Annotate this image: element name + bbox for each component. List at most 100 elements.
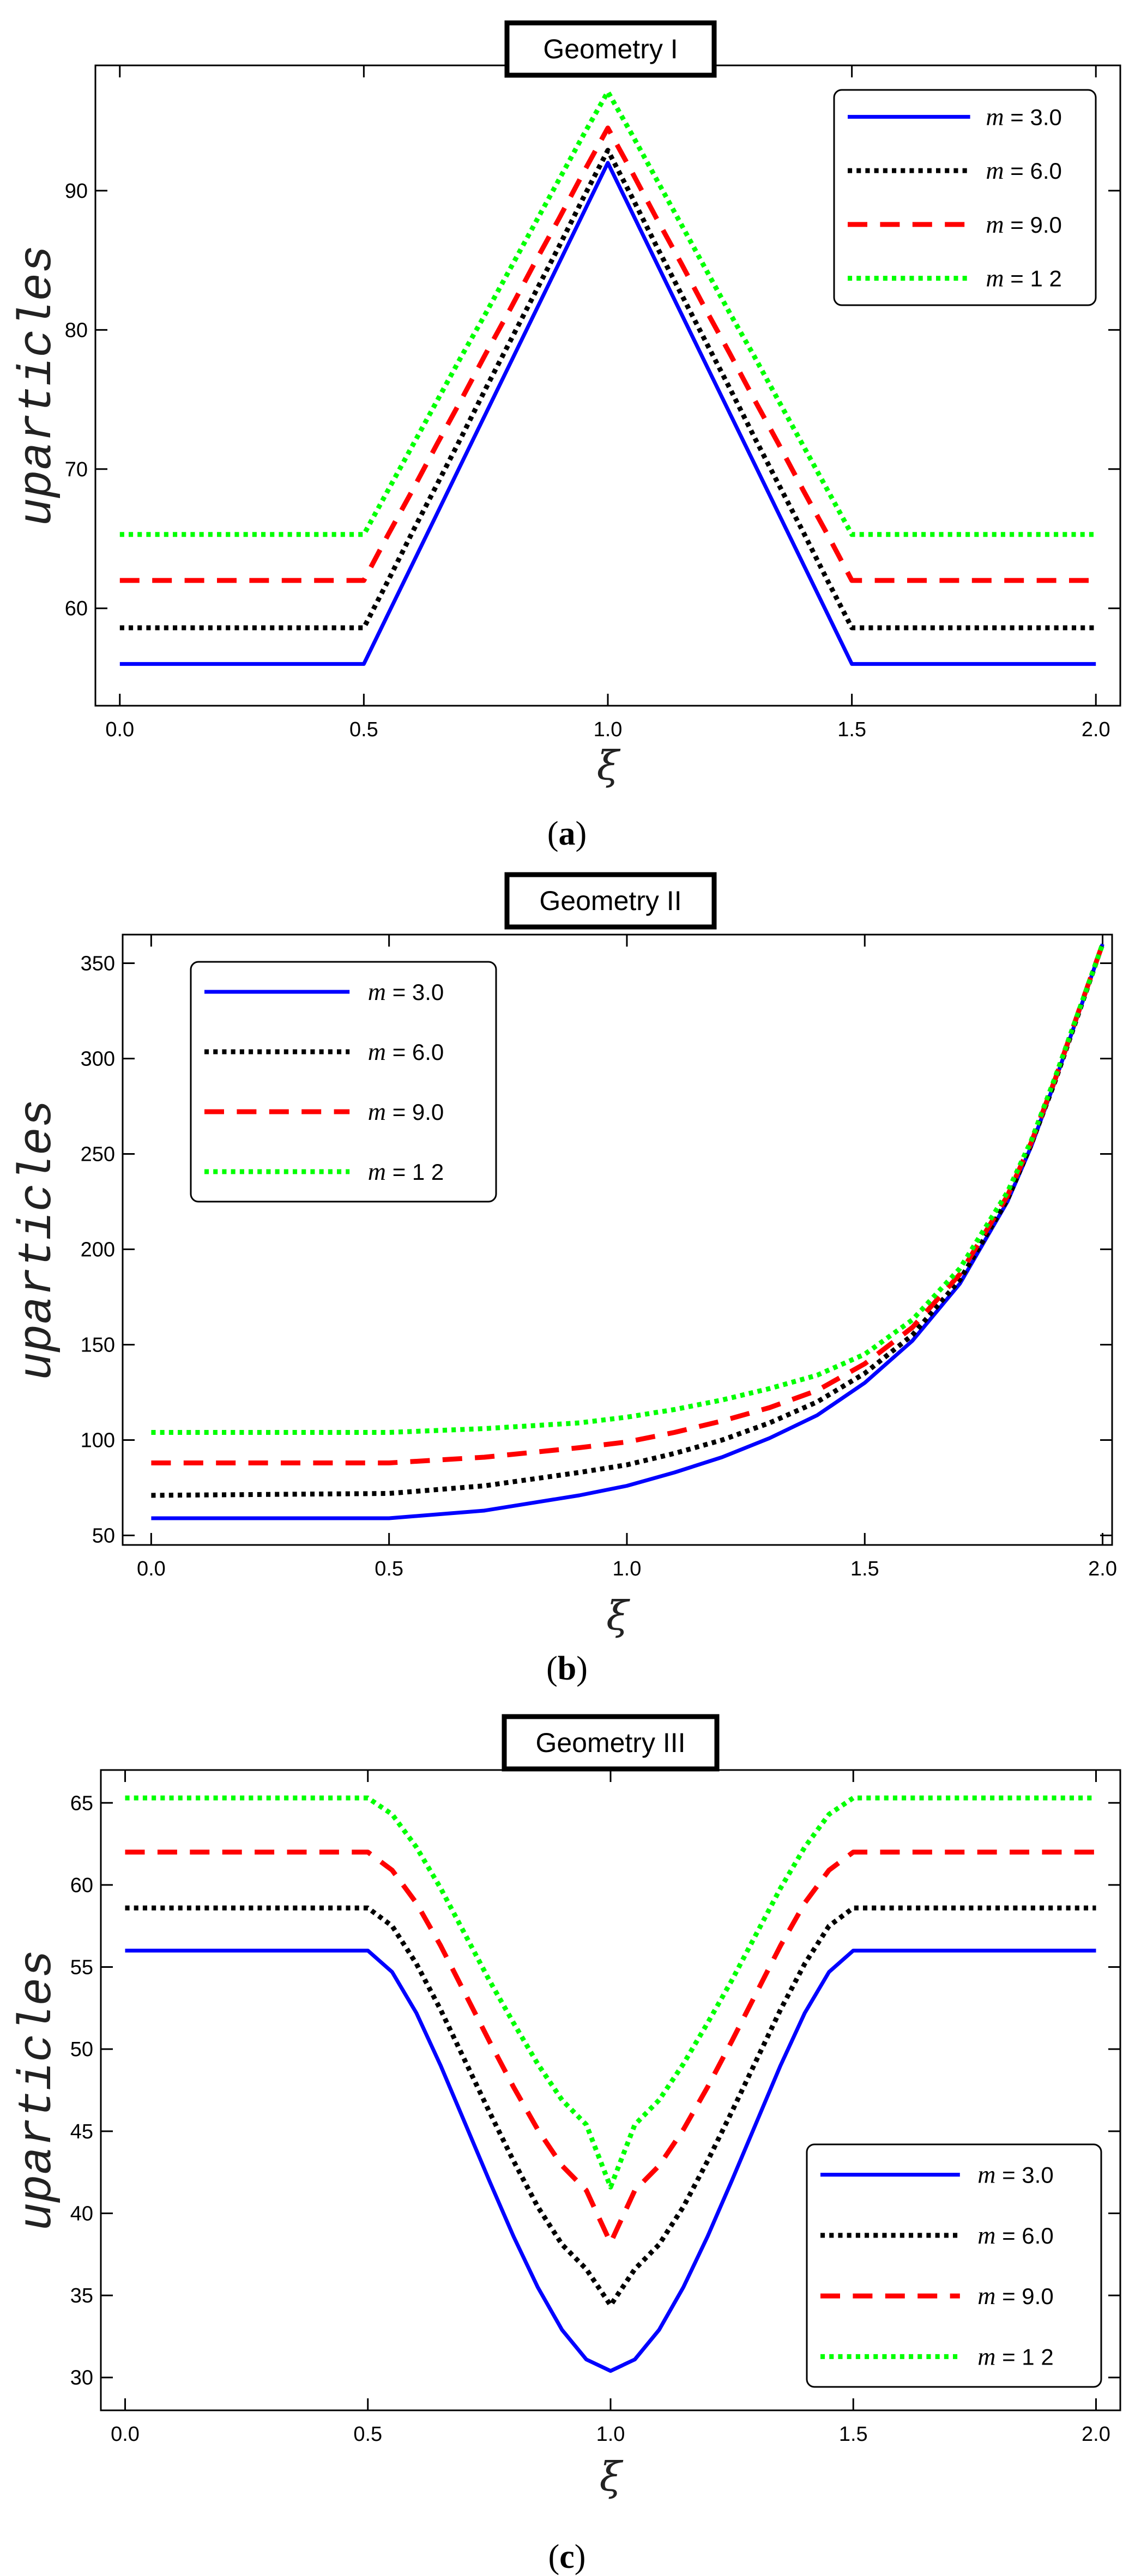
y-tick-label: 65: [70, 1792, 93, 1815]
legend-label-4: m = 1 2: [368, 1157, 444, 1185]
series-line-1: [125, 1948, 1096, 2373]
legend-label-4: m = 1 2: [986, 264, 1062, 292]
series-line-4: [151, 943, 1105, 1435]
legend-variable: m: [977, 2282, 995, 2310]
legend-box: [190, 961, 497, 1203]
legend-label-2: m = 6.0: [986, 156, 1062, 184]
x-tick-label: 1.0: [613, 1557, 642, 1580]
legend-value: = 1 2: [1004, 266, 1062, 292]
caption-letter: a: [559, 815, 576, 852]
legend-value: = 1 2: [995, 2344, 1053, 2369]
legend-value: = 3.0: [995, 2162, 1053, 2188]
x-tick-label: 1.5: [839, 2423, 868, 2446]
legend-box: [833, 89, 1097, 306]
y-tick-label: 250: [81, 1143, 115, 1166]
series-line-4: [125, 1795, 1096, 2190]
legend-variable: m: [986, 102, 1004, 130]
title-box: [504, 872, 717, 930]
y-tick-label: 50: [92, 1525, 115, 1548]
x-tick-label: 0.0: [105, 718, 134, 741]
legend-box: [806, 2143, 1102, 2388]
series-line-2: [119, 148, 1096, 631]
y-axis-label: uparticles: [11, 245, 64, 526]
legend-label-1: m = 3.0: [977, 2161, 1054, 2189]
chart-panel-2: 0.0 0.5 1.0 1.5 2.0 50 100 150 200 250 300 350 m = 3…: [11, 872, 1117, 1687]
caption-letter: b: [558, 1650, 576, 1687]
legend-variable: m: [986, 210, 1004, 238]
y-tick-label: 30: [70, 2367, 93, 2390]
series-line-1: [119, 161, 1096, 666]
series-line-2: [125, 1905, 1096, 2308]
y-tick-label: 150: [81, 1334, 115, 1357]
caption-close: ): [575, 2538, 586, 2575]
x-axis-label: ξ: [606, 1592, 630, 1639]
legend-label-2: m = 6.0: [368, 1038, 444, 1065]
legend-label-3: m = 9.0: [368, 1098, 444, 1125]
legend-value: = 9.0: [995, 2283, 1053, 2309]
legend-label-1: m = 3.0: [368, 978, 444, 1005]
legend-value: = 6.0: [386, 1039, 444, 1065]
title-box: [502, 1714, 720, 1772]
y-tick-label: 90: [65, 180, 88, 203]
y-tick-label: 200: [81, 1239, 115, 1262]
y-tick-label: 300: [81, 1048, 115, 1071]
x-tick-label: 1.0: [594, 718, 623, 741]
x-tick-label: 2.0: [1082, 718, 1110, 741]
legend-label-1: m = 3.0: [986, 102, 1062, 130]
caption-close: ): [576, 815, 587, 852]
chart-title: Geometry I: [543, 34, 678, 64]
legend-value: = 6.0: [1004, 158, 1062, 184]
chart-title: Geometry III: [535, 1728, 685, 1758]
caption-letter: c: [559, 2538, 575, 2575]
x-tick-label: 2.0: [1088, 1557, 1117, 1580]
y-tick-label: 40: [70, 2202, 93, 2225]
panel-caption: (c): [548, 2538, 586, 2575]
caption-close: ): [576, 1650, 588, 1687]
x-axis-label: ξ: [597, 742, 621, 789]
y-tick-label: 70: [65, 458, 88, 481]
x-tick-label: 0.5: [353, 2423, 382, 2446]
x-tick-label: 2.0: [1082, 2423, 1110, 2446]
legend-variable: m: [368, 1157, 386, 1185]
x-tick-label: 0.0: [137, 1557, 166, 1580]
y-tick-label: 100: [81, 1429, 115, 1452]
legend-variable: m: [368, 1038, 386, 1065]
legend-value: = 9.0: [386, 1099, 444, 1125]
legend-value: = 9.0: [1004, 212, 1062, 238]
x-axis-label: ξ: [600, 2453, 624, 2500]
y-tick-label: 60: [65, 597, 88, 620]
x-tick-label: 0.5: [349, 718, 378, 741]
legend-variable: m: [986, 156, 1004, 184]
legend-label-3: m = 9.0: [986, 210, 1062, 238]
legend-variable: m: [368, 978, 386, 1005]
legend-label-2: m = 6.0: [977, 2221, 1054, 2249]
plot-frame: [122, 934, 1113, 1546]
x-tick-label: 0.5: [375, 1557, 403, 1580]
x-tick-label: 1.5: [837, 718, 866, 741]
x-tick-label: 1.0: [596, 2423, 625, 2446]
legend-variable: m: [977, 2342, 995, 2370]
legend-variable: m: [977, 2221, 995, 2249]
y-tick-label: 55: [70, 1956, 93, 1979]
caption-open: (: [546, 1650, 558, 1687]
series-line-3: [151, 943, 1105, 1465]
y-axis-label: uparticles: [11, 1099, 64, 1380]
title-box: [504, 20, 717, 78]
legend-variable: m: [986, 264, 1004, 292]
legend-label-4: m = 1 2: [977, 2342, 1054, 2370]
legend-value: = 6.0: [995, 2223, 1053, 2248]
legend-variable: m: [368, 1098, 386, 1125]
series-line-3: [119, 125, 1096, 583]
legend-value: = 3.0: [386, 979, 444, 1005]
caption-open: (: [548, 2538, 560, 2575]
y-tick-label: 35: [70, 2284, 93, 2307]
x-tick-label: 1.5: [850, 1557, 879, 1580]
legend-label-3: m = 9.0: [977, 2282, 1054, 2310]
panel-caption: (a): [547, 815, 587, 852]
panel-caption: (b): [546, 1650, 588, 1687]
y-tick-label: 50: [70, 2038, 93, 2061]
chart-title: Geometry II: [539, 886, 681, 916]
